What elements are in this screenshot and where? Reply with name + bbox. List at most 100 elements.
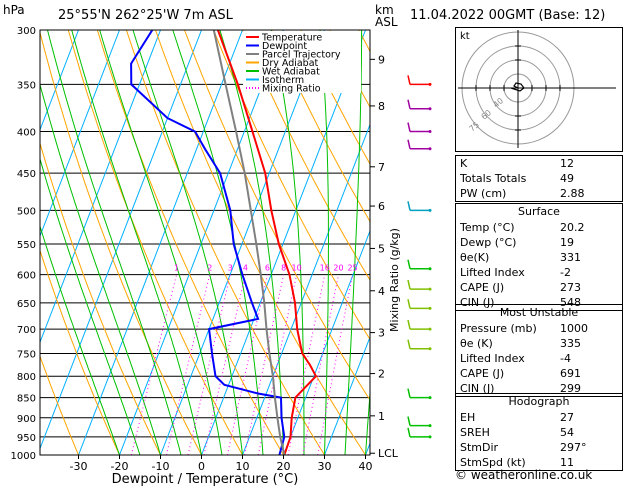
pressure-tick-label: 500: [17, 206, 36, 217]
wet-adiabat-line: [40, 82, 161, 455]
most-unstable-row: CAPE (J) 691: [456, 366, 622, 381]
isotherm-line: [40, 30, 79, 132]
km-label: 3: [378, 327, 385, 340]
wind-barb-flag: [407, 279, 411, 290]
most-unstable-row: Lifted Index -4: [456, 351, 622, 366]
hodograph-value: 54: [560, 426, 574, 439]
dry-adiabat-line: [67, 30, 243, 455]
wind-barb-dot: [428, 396, 432, 400]
wind-barb-flag: [407, 75, 411, 85]
x-tick-label: -30: [70, 460, 88, 473]
hodograph-title: Hodograph: [508, 395, 570, 408]
pressure-tick-label: 450: [17, 169, 36, 180]
hodograph-label: StmSpd (kt): [460, 456, 526, 469]
pressure-tick-label: 700: [17, 325, 36, 336]
most-unstable-label: CIN (J): [460, 382, 495, 395]
mixing-ratio-line: [257, 274, 298, 455]
mixing-ratio-line: [287, 274, 326, 455]
surface-row: θe(K) 331: [456, 250, 622, 265]
index-row: PW (cm) 2.88: [456, 186, 622, 201]
surface-label: Lifted Index: [460, 266, 525, 279]
pressure-tick-label: 650: [17, 299, 36, 310]
hodograph-value: 11: [560, 456, 574, 469]
x-tick-label: 10: [236, 460, 250, 473]
hodograph-row: StmDir 297°: [456, 440, 622, 455]
wind-barb-dot: [428, 107, 432, 111]
location-title: 25°55'N 262°25'W 7m ASL: [58, 8, 233, 23]
isotherm-line: [40, 30, 202, 450]
height-unit-asl: ASL: [375, 15, 398, 29]
mixing-ratio-line: [302, 274, 339, 455]
x-tick-label: -20: [111, 460, 129, 473]
mixing-ratio-label: 3: [228, 264, 233, 273]
hodograph-table: Hodograph EH 27 SREH 54 StmDir 297° StmSpd (kt)…: [455, 393, 623, 471]
most-unstable-label: CAPE (J): [460, 367, 505, 380]
wind-barb-dot: [428, 435, 432, 439]
wind-barb-flag: [407, 259, 411, 269]
wind-barb-flag: [407, 139, 411, 149]
most-unstable-table: Most Unstable Pressure (mb) 1000 θe (K) 335 L…: [455, 304, 623, 397]
mixing-ratio-label: 2: [207, 264, 212, 273]
pressure-tick-label: 300: [17, 26, 36, 37]
wind-barb-dot: [428, 347, 432, 351]
wind-barb-dot: [428, 130, 432, 134]
wind-barb-flag: [407, 319, 411, 330]
series-dewpoint: [130, 30, 286, 455]
wet-adiabat-line: [270, 30, 305, 455]
wind-barb-flag: [407, 388, 411, 398]
wet-adiabat-line: [344, 30, 363, 455]
wind-barb-flag: [407, 427, 411, 438]
legend-entry: Dry Adiabat: [262, 58, 319, 69]
footer-credit: © weatheronline.co.uk: [455, 468, 593, 482]
legend-entry: Dewpoint: [262, 41, 307, 52]
dry-adiabat-line: [271, 30, 370, 223]
index-value: 49: [560, 172, 574, 185]
pressure-tick-label: 850: [17, 394, 36, 405]
most-unstable-row: θe (K) 335: [456, 336, 622, 351]
pressure-tick-label: 800: [17, 372, 36, 383]
dry-adiabat-line: [184, 30, 370, 402]
wind-barb-flag: [407, 416, 411, 426]
wind-barb-dot: [428, 208, 432, 212]
index-label: Totals Totals: [460, 172, 527, 185]
wind-barb-flag: [407, 339, 411, 349]
x-tick-label: 40: [359, 460, 373, 473]
surface-row: Temp (°C) 20.2: [456, 220, 622, 235]
hodograph-value: 27: [560, 411, 574, 424]
dry-adiabat-line: [242, 30, 370, 281]
most-unstable-value: 1000: [560, 322, 588, 335]
dry-adiabat-line: [40, 141, 161, 455]
km-label: 9: [378, 53, 385, 66]
dry-adiabat-line: [40, 30, 202, 455]
mixing-ratio-line: [203, 274, 246, 455]
most-unstable-value: -4: [560, 352, 571, 365]
series-parcel-trajectory: [212, 30, 286, 455]
mixing-ratio-label: 10: [292, 264, 302, 273]
hodograph-panel: kt 40 60 75: [455, 27, 623, 152]
wind-barb-flag: [407, 201, 411, 211]
surface-label: CAPE (J): [460, 281, 505, 294]
km-label: LCL: [378, 447, 399, 460]
legend-entry: Isotherm: [262, 75, 304, 86]
surface-value: 19: [560, 236, 574, 249]
hodograph-row: EH 27: [456, 410, 622, 425]
hodograph-label: SREH: [460, 426, 490, 439]
surface-label: CIN (J): [460, 296, 495, 309]
surface-row: CIN (J) 548: [456, 295, 622, 310]
pressure-tick-label: 350: [17, 80, 36, 91]
legend-entry: Temperature: [261, 33, 322, 44]
index-label: PW (cm): [460, 187, 507, 200]
surface-row: Dewp (°C) 19: [456, 235, 622, 250]
mixing-ratio-label: 6: [265, 264, 270, 273]
indices-table: K 12 Totals Totals 49 PW (cm) 2.88: [455, 155, 623, 202]
mixing-ratio-label: 25: [347, 264, 357, 273]
hodograph-label: EH: [460, 411, 476, 424]
dry-adiabat-line: [40, 249, 120, 455]
index-label: K: [460, 157, 468, 170]
most-unstable-label: Pressure (mb): [460, 322, 537, 335]
hodograph-value: 297°: [560, 441, 587, 454]
mixing-ratio-label: 1: [174, 264, 179, 273]
y-axis-label: Mixing Ratio (g/kg): [388, 228, 401, 332]
mixing-ratio-label: 16: [320, 264, 330, 273]
